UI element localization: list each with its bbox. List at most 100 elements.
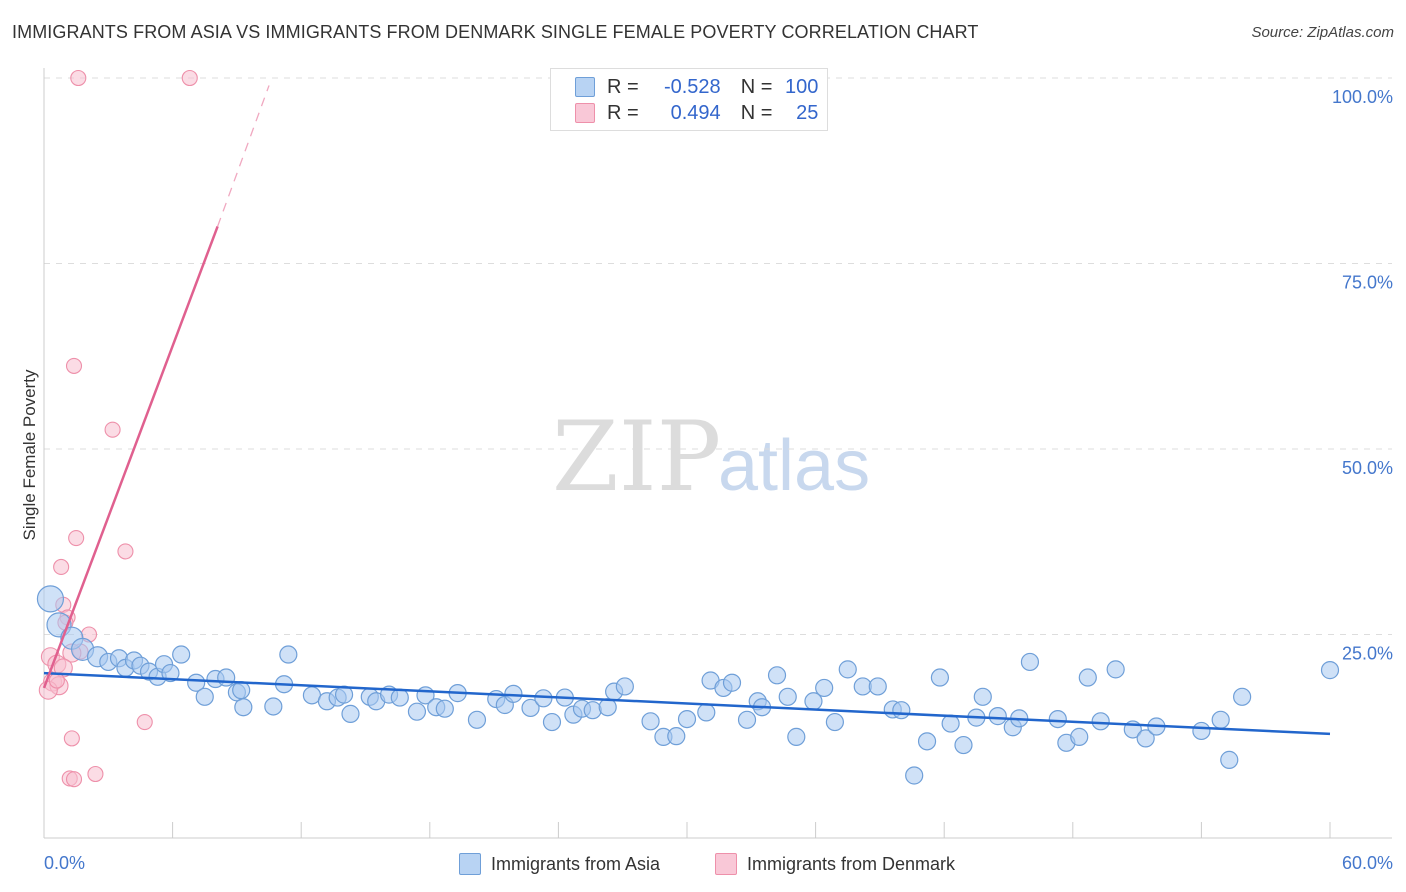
y-tick-label: 25.0% bbox=[1342, 644, 1393, 664]
x-tick-label: 60.0% bbox=[1342, 853, 1393, 873]
asia-point bbox=[892, 701, 911, 720]
asia-point bbox=[815, 678, 834, 698]
asia-point bbox=[905, 766, 924, 785]
denmark-point bbox=[104, 421, 121, 438]
asia-point bbox=[1220, 750, 1239, 769]
legend-r-label: R = bbox=[607, 75, 639, 98]
grid bbox=[44, 77, 1392, 635]
asia-point bbox=[787, 727, 806, 746]
correlation-legend: R = -0.528 N = 100 R = 0.494 N = 25 bbox=[550, 68, 828, 131]
asia-point bbox=[641, 712, 660, 731]
legend-row-asia: R = -0.528 N = 100 bbox=[575, 75, 818, 99]
denmark-point bbox=[136, 714, 153, 731]
legend-denmark-n: 25 bbox=[796, 101, 819, 124]
y-tick-label: 75.0% bbox=[1342, 273, 1393, 293]
asia-legend-label: Immigrants from Asia bbox=[491, 853, 661, 874]
asia-point bbox=[232, 681, 251, 700]
asia-point bbox=[1106, 660, 1125, 679]
legend-n-label: N = bbox=[740, 101, 773, 124]
asia-point bbox=[722, 673, 742, 692]
asia-point bbox=[264, 697, 283, 716]
denmark-legend-label: Immigrants from Denmark bbox=[747, 853, 956, 874]
asia-point bbox=[778, 687, 797, 706]
asia-point bbox=[407, 702, 427, 721]
x-tick-label: 0.0% bbox=[44, 853, 85, 873]
denmark-point bbox=[68, 529, 85, 547]
denmark-trend-line bbox=[42, 225, 219, 689]
asia-point bbox=[279, 645, 298, 664]
asia-point bbox=[825, 712, 844, 732]
denmark-point bbox=[181, 69, 198, 87]
legend-asia-r: -0.528 bbox=[663, 75, 721, 98]
asia-point bbox=[1233, 687, 1252, 706]
asia-point bbox=[697, 703, 716, 722]
watermark-zip: ZIP bbox=[552, 401, 721, 513]
asia-point bbox=[917, 732, 937, 751]
asia-point bbox=[868, 677, 887, 696]
denmark-point bbox=[65, 357, 83, 374]
asia-point bbox=[954, 735, 973, 755]
asia-point bbox=[435, 699, 454, 718]
bottom-legend-denmark: Immigrants from Denmark bbox=[715, 852, 955, 876]
asia-point bbox=[1091, 712, 1110, 731]
asia-point bbox=[172, 645, 191, 664]
asia-point bbox=[1020, 652, 1040, 672]
y-tick-label: 100.0% bbox=[1332, 87, 1393, 107]
legend-n-label: N = bbox=[740, 75, 773, 98]
asia-point bbox=[36, 585, 65, 613]
asia-point bbox=[1136, 729, 1155, 748]
trend-lines bbox=[42, 85, 1331, 736]
y-tick-label: 50.0% bbox=[1342, 458, 1393, 478]
denmark-point bbox=[87, 765, 104, 783]
asia-point bbox=[737, 710, 757, 729]
legend-asia-n: 100 bbox=[785, 75, 819, 98]
asia-point bbox=[341, 704, 360, 723]
asia-swatch-icon bbox=[575, 77, 595, 97]
asia-legend-swatch-icon bbox=[459, 853, 481, 875]
denmark-point bbox=[65, 771, 83, 788]
watermark-atlas: atlas bbox=[718, 426, 870, 506]
asia-point bbox=[1048, 709, 1067, 729]
asia-point bbox=[941, 714, 960, 733]
asia-point bbox=[973, 687, 992, 706]
asia-point bbox=[195, 687, 214, 706]
asia-point bbox=[677, 709, 697, 729]
asia-point bbox=[467, 710, 487, 729]
asia-point bbox=[838, 660, 857, 679]
denmark-trend-extension bbox=[216, 85, 270, 227]
asia-point bbox=[217, 668, 236, 687]
tick-labels: 25.0% 50.0% 75.0% 100.0% 0.0% 60.0% bbox=[44, 87, 1393, 873]
denmark-point bbox=[117, 543, 134, 560]
denmark-point bbox=[53, 558, 70, 576]
asia-point bbox=[1070, 727, 1089, 746]
asia-point bbox=[1211, 710, 1230, 729]
source-label: Source: ZipAtlas.com bbox=[1251, 24, 1394, 41]
legend-row-denmark: R = 0.494 N = 25 bbox=[575, 101, 818, 125]
asia-point bbox=[187, 673, 206, 692]
denmark-point bbox=[70, 69, 87, 87]
asia-point bbox=[534, 689, 553, 708]
asia-point bbox=[667, 727, 686, 746]
denmark-point bbox=[63, 730, 80, 747]
asia-trend-line bbox=[43, 671, 1331, 736]
asia-point bbox=[161, 663, 180, 683]
denmark-legend-swatch-icon bbox=[715, 853, 737, 875]
asia-point bbox=[615, 677, 634, 696]
legend-r-label: R = bbox=[607, 101, 639, 124]
asia-point bbox=[1320, 661, 1340, 680]
asia-point bbox=[1192, 721, 1211, 741]
axes bbox=[43, 68, 1392, 839]
chart-title: IMMIGRANTS FROM ASIA VS IMMIGRANTS FROM … bbox=[12, 22, 979, 42]
asia-point bbox=[521, 698, 540, 718]
asia-point bbox=[542, 712, 562, 732]
asia-point bbox=[930, 668, 950, 687]
denmark-swatch-icon bbox=[575, 103, 595, 123]
asia-points bbox=[36, 585, 1340, 785]
asia-point bbox=[988, 707, 1007, 726]
asia-point bbox=[1078, 668, 1097, 687]
legend-denmark-r: 0.494 bbox=[670, 101, 721, 124]
bottom-legend-asia: Immigrants from Asia bbox=[459, 852, 660, 876]
asia-point bbox=[234, 698, 253, 717]
asia-point bbox=[390, 688, 409, 707]
